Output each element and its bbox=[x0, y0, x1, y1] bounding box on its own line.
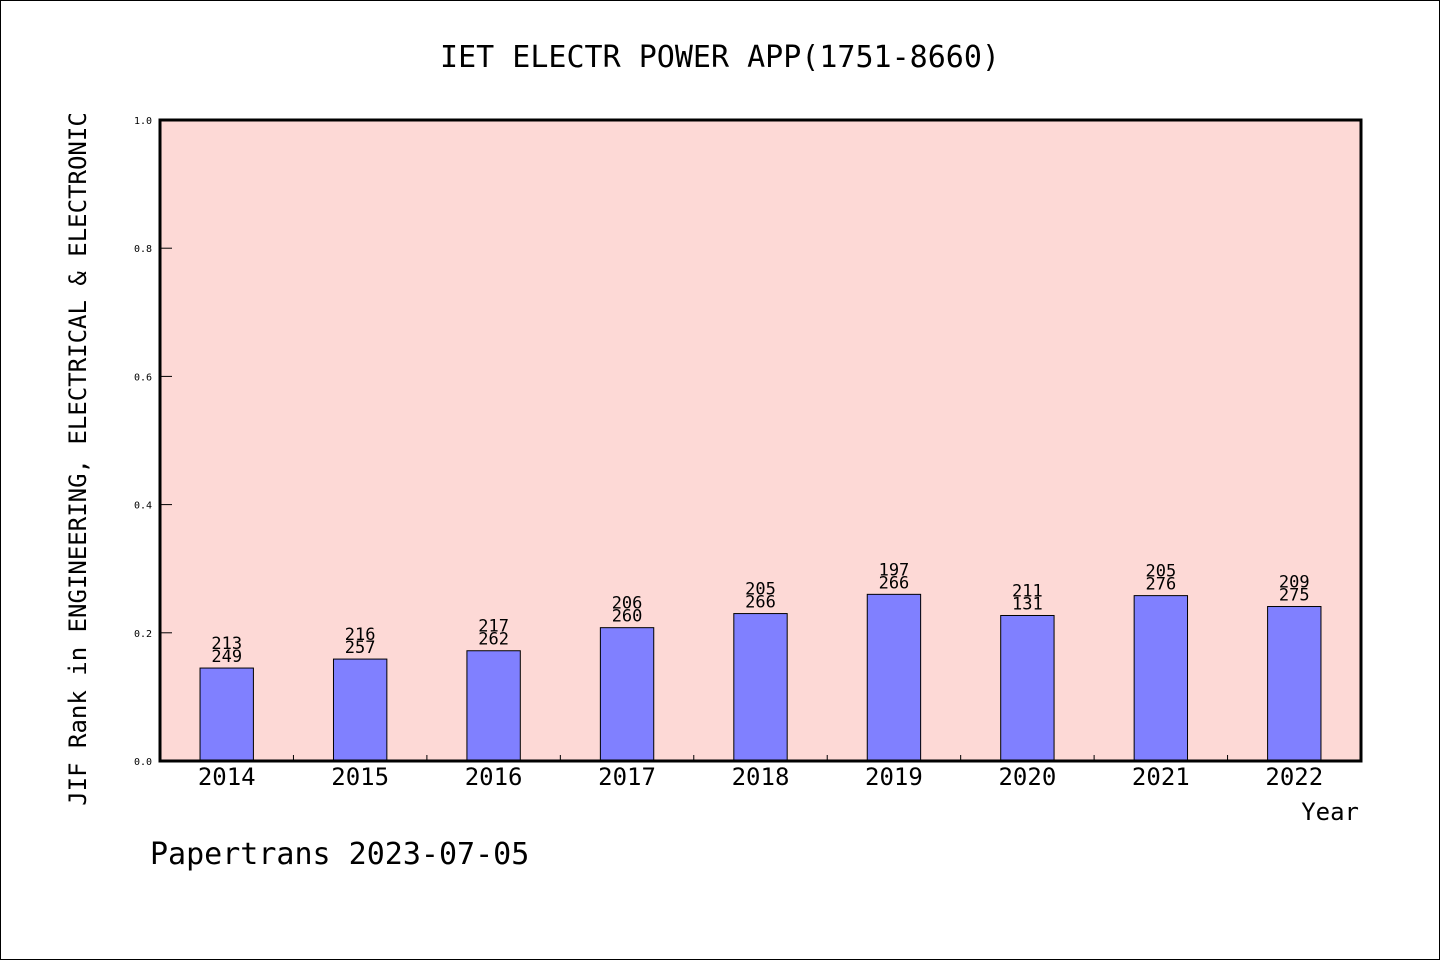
data-label-bottom: 266 bbox=[879, 573, 910, 593]
plot-border bbox=[158, 118, 1363, 763]
x-tick-label: 2017 bbox=[598, 763, 656, 791]
data-label-bottom: 275 bbox=[1279, 586, 1310, 606]
data-label-top: 217 bbox=[478, 617, 509, 637]
y-tick-label: 0.6 bbox=[134, 372, 152, 383]
x-tick-label: 2014 bbox=[198, 763, 256, 791]
data-label-top: 205 bbox=[745, 580, 776, 600]
data-label-bottom: 276 bbox=[1145, 575, 1176, 595]
data-label-top: 197 bbox=[879, 560, 910, 580]
data-label-bottom: 249 bbox=[211, 647, 242, 667]
x-tick-label: 2022 bbox=[1265, 763, 1323, 791]
bar-2017 bbox=[599, 627, 655, 762]
data-label-bottom: 131 bbox=[1012, 594, 1043, 614]
data-label-top: 209 bbox=[1279, 573, 1310, 593]
bar-2014 bbox=[199, 667, 254, 762]
x-tick-label: 2015 bbox=[331, 763, 389, 791]
bar-2015 bbox=[332, 658, 388, 762]
bar-2019 bbox=[866, 593, 922, 762]
y-axis-title: JIF Rank in ENGINEERING, ELECTRICAL & EL… bbox=[64, 112, 92, 806]
x-tick-label: 2018 bbox=[732, 763, 790, 791]
y-tick-label: 1.0 bbox=[134, 116, 152, 127]
footer-credit: Papertrans 2023-07-05 bbox=[150, 837, 529, 872]
x-tick-label: 2021 bbox=[1132, 763, 1190, 791]
data-label-top: 205 bbox=[1145, 562, 1176, 582]
data-label-bottom: 260 bbox=[612, 607, 643, 627]
x-tick-label: 2020 bbox=[998, 763, 1056, 791]
x-axis-title: Year bbox=[1301, 798, 1359, 826]
data-label-top: 206 bbox=[612, 594, 643, 614]
bars bbox=[199, 593, 1322, 762]
y-axis-ticks: 0.0 0.2 0.4 0.6 0.8 1.0 bbox=[134, 116, 172, 768]
x-tick-label: 2019 bbox=[865, 763, 923, 791]
bar-2020 bbox=[1000, 614, 1055, 762]
x-axis-ticks: 2014 2015 2016 2017 2018 2019 2020 2021 2022 bbox=[198, 755, 1323, 791]
bar-2016 bbox=[466, 650, 521, 762]
data-label-top: 216 bbox=[345, 625, 376, 645]
bar-2018 bbox=[733, 613, 788, 762]
bar-2022 bbox=[1267, 606, 1322, 762]
y-tick-label: 0.8 bbox=[134, 244, 152, 255]
data-label-top: 211 bbox=[1012, 581, 1043, 601]
data-label-bottom: 257 bbox=[345, 638, 376, 658]
bar-2021 bbox=[1133, 595, 1189, 762]
y-tick-label: 0.2 bbox=[134, 629, 152, 640]
y-tick-label: 0.0 bbox=[134, 757, 152, 768]
data-label-top: 213 bbox=[211, 634, 242, 654]
data-label-bottom: 262 bbox=[478, 630, 509, 650]
x-tick-label: 2016 bbox=[465, 763, 523, 791]
chart-title: IET ELECTR POWER APP(1751-8660) bbox=[440, 40, 1000, 75]
y-tick-label: 0.4 bbox=[134, 501, 152, 512]
data-label-bottom: 266 bbox=[745, 593, 776, 613]
